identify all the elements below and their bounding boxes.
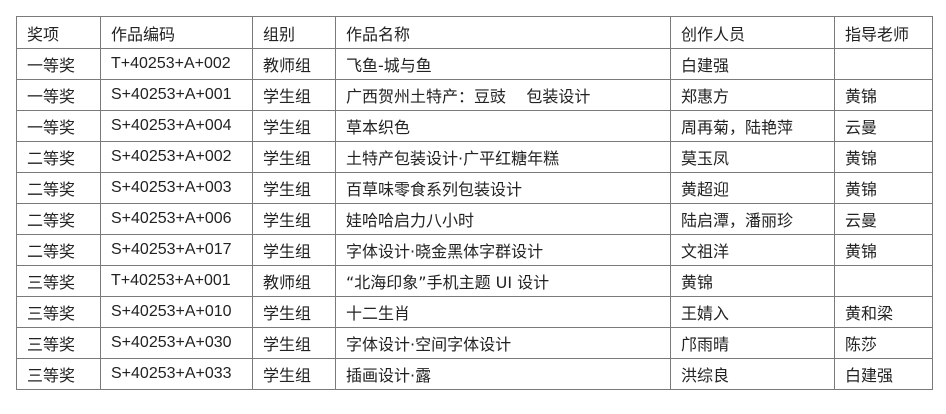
- cell-code: S+40253+A+001: [100, 79, 253, 111]
- cell-title: 草本织色: [335, 110, 671, 142]
- cell-group: 教师组: [252, 48, 336, 80]
- cell-code: S+40253+A+033: [100, 358, 253, 390]
- table-row: 三等奖 T+40253+A+001 教师组 “北海印象”手机主题 UI 设计 黄锦: [16, 265, 933, 297]
- cell-advisor: 白建强: [834, 358, 933, 390]
- table-row: 二等奖 S+40253+A+002 学生组 土特产包装设计·广平红糖年糕 莫玉凤 黄锦: [16, 141, 933, 173]
- cell-advisor: [834, 48, 933, 80]
- cell-award: 二等奖: [16, 203, 101, 235]
- cell-advisor: 黄和梁: [834, 296, 933, 328]
- header-group: 组别: [252, 16, 336, 49]
- cell-group: 学生组: [252, 79, 336, 111]
- table-row: 三等奖 S+40253+A+033 学生组 插画设计·露 洪综良 白建强: [16, 358, 933, 390]
- cell-group: 学生组: [252, 141, 336, 173]
- cell-creators: 文祖洋: [670, 234, 835, 266]
- cell-code: S+40253+A+017: [100, 234, 253, 266]
- cell-creators: 陆启潭，潘丽珍: [670, 203, 835, 235]
- cell-code: S+40253+A+003: [100, 172, 253, 204]
- cell-code: S+40253+A+006: [100, 203, 253, 235]
- cell-creators: 黄超迎: [670, 172, 835, 204]
- cell-advisor: 黄锦: [834, 172, 933, 204]
- cell-title: 飞鱼-城与鱼: [335, 48, 671, 80]
- cell-code: T+40253+A+002: [100, 48, 253, 80]
- cell-code: S+40253+A+002: [100, 141, 253, 173]
- cell-creators: 郑惠方: [670, 79, 835, 111]
- cell-title: 娃哈哈启力八小时: [335, 203, 671, 235]
- cell-advisor: 云曼: [834, 110, 933, 142]
- cell-award: 二等奖: [16, 172, 101, 204]
- cell-creators: 邝雨晴: [670, 327, 835, 359]
- cell-award: 一等奖: [16, 48, 101, 80]
- cell-advisor: [834, 265, 933, 297]
- header-creators: 创作人员: [670, 16, 835, 49]
- cell-creators: 白建强: [670, 48, 835, 80]
- cell-creators: 黄锦: [670, 265, 835, 297]
- table-header-row: 奖项 作品编码 组别 作品名称 创作人员 指导老师: [16, 16, 933, 49]
- table-row: 三等奖 S+40253+A+010 学生组 十二生肖 王婧入 黄和梁: [16, 296, 933, 328]
- table-row: 三等奖 S+40253+A+030 学生组 字体设计·空间字体设计 邝雨晴 陈莎: [16, 327, 933, 359]
- cell-award: 一等奖: [16, 79, 101, 111]
- cell-group: 教师组: [252, 265, 336, 297]
- cell-code: S+40253+A+030: [100, 327, 253, 359]
- cell-group: 学生组: [252, 172, 336, 204]
- cell-award: 一等奖: [16, 110, 101, 142]
- cell-advisor: 云曼: [834, 203, 933, 235]
- table-row: 二等奖 S+40253+A+003 学生组 百草味零食系列包装设计 黄超迎 黄锦: [16, 172, 933, 204]
- cell-award: 三等奖: [16, 265, 101, 297]
- table-row: 一等奖 S+40253+A+004 学生组 草本织色 周再菊，陆艳萍 云曼: [16, 110, 933, 142]
- table-row: 一等奖 S+40253+A+001 学生组 广西贺州土特产：豆豉 包装设计 郑惠方 黄锦: [16, 79, 933, 111]
- table-row: 一等奖 T+40253+A+002 教师组 飞鱼-城与鱼 白建强: [16, 48, 933, 80]
- cell-title: 土特产包装设计·广平红糖年糕: [335, 141, 671, 173]
- cell-title: 百草味零食系列包装设计: [335, 172, 671, 204]
- cell-creators: 周再菊，陆艳萍: [670, 110, 835, 142]
- cell-advisor: 陈莎: [834, 327, 933, 359]
- header-advisor: 指导老师: [834, 16, 933, 49]
- cell-group: 学生组: [252, 296, 336, 328]
- cell-title: “北海印象”手机主题 UI 设计: [335, 265, 671, 297]
- cell-group: 学生组: [252, 327, 336, 359]
- cell-award: 三等奖: [16, 296, 101, 328]
- cell-code: S+40253+A+004: [100, 110, 253, 142]
- cell-code: S+40253+A+010: [100, 296, 253, 328]
- cell-title: 广西贺州土特产：豆豉 包装设计: [335, 79, 671, 111]
- cell-advisor: 黄锦: [834, 234, 933, 266]
- table-row: 二等奖 S+40253+A+017 学生组 字体设计·晓金黑体字群设计 文祖洋 黄锦: [16, 234, 933, 266]
- cell-title: 插画设计·露: [335, 358, 671, 390]
- cell-title: 十二生肖: [335, 296, 671, 328]
- cell-code: T+40253+A+001: [100, 265, 253, 297]
- table-row: 二等奖 S+40253+A+006 学生组 娃哈哈启力八小时 陆启潭，潘丽珍 云曼: [16, 203, 933, 235]
- cell-award: 三等奖: [16, 358, 101, 390]
- cell-advisor: 黄锦: [834, 141, 933, 173]
- cell-group: 学生组: [252, 203, 336, 235]
- cell-creators: 王婧入: [670, 296, 835, 328]
- header-award: 奖项: [16, 16, 101, 49]
- cell-title: 字体设计·晓金黑体字群设计: [335, 234, 671, 266]
- cell-group: 学生组: [252, 358, 336, 390]
- cell-group: 学生组: [252, 234, 336, 266]
- header-title: 作品名称: [335, 16, 671, 49]
- cell-creators: 莫玉凤: [670, 141, 835, 173]
- cell-creators: 洪综良: [670, 358, 835, 390]
- cell-award: 二等奖: [16, 234, 101, 266]
- cell-advisor: 黄锦: [834, 79, 933, 111]
- header-code: 作品编码: [100, 16, 253, 49]
- cell-group: 学生组: [252, 110, 336, 142]
- cell-award: 二等奖: [16, 141, 101, 173]
- cell-award: 三等奖: [16, 327, 101, 359]
- awards-table: 奖项 作品编码 组别 作品名称 创作人员 指导老师 一等奖 T+40253+A+0…: [16, 16, 933, 390]
- cell-title: 字体设计·空间字体设计: [335, 327, 671, 359]
